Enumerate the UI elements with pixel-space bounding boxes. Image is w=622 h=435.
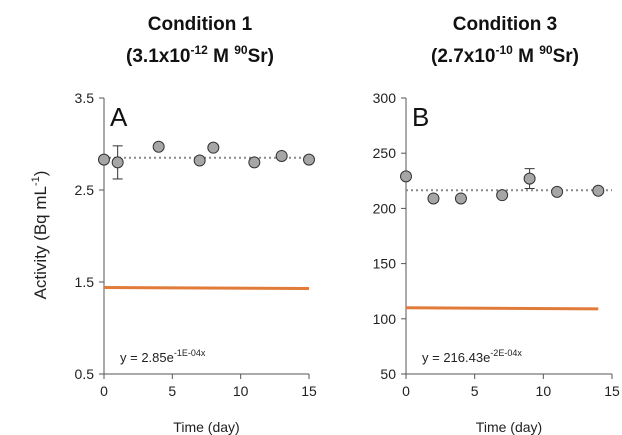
panel-b-data-point <box>592 184 605 197</box>
panel-b-y-tick-label: 50 <box>380 366 396 382</box>
panel-b-data-point <box>427 192 440 205</box>
panel-b-x-tick-label: 5 <box>471 383 479 399</box>
panel-b-data-point <box>400 170 412 183</box>
panel-b-title-line2: (2.7x10-10 M 90Sr) <box>431 43 579 67</box>
panel-b-x-tick-label: 0 <box>402 383 410 399</box>
panel-a-x-tick-label: 5 <box>168 383 176 399</box>
panel-a-y-tick-label: 1.5 <box>75 274 95 290</box>
panel-b-y-tick-label: 100 <box>373 311 397 327</box>
panel-b-data-point <box>551 185 564 198</box>
panel-a-y-tick-label: 2.5 <box>75 182 95 198</box>
panel-b-y-tick-label: 150 <box>373 256 397 272</box>
panel-a-data-point <box>98 153 110 166</box>
panel-b-y-tick-label: 200 <box>373 200 397 216</box>
panel-a-reference-line <box>103 286 310 290</box>
panel-b-title-line1: Condition 3 <box>453 14 557 35</box>
panel-a-title-line2: (3.1x10-12 M 90Sr) <box>126 43 274 67</box>
panel-a-y-tick-label: 0.5 <box>75 366 95 382</box>
panel-a: 0.5 1.5 2.5 3.5 0 5 10 15 Time (day) Ay = 2.85e-1… <box>75 90 317 435</box>
panel-a-data-point <box>152 140 165 153</box>
panel-b-reference-line <box>405 306 599 311</box>
panel-b-data-point <box>496 189 509 202</box>
panel-b: 50 100 150 200 250 300 0 5 10 15 Time (day) By = 21… <box>373 90 620 435</box>
panel-a-x-tick-label: 10 <box>233 383 249 399</box>
panel-b-x-tick-label: 10 <box>536 383 552 399</box>
panel-a-data-point <box>248 156 261 169</box>
panel-a-title-line1: Condition 1 <box>148 14 253 35</box>
panel-b-y-tick-label: 250 <box>373 145 397 161</box>
panel-b-data-point <box>523 172 536 185</box>
panel-b-equation: y = 216.43e-2E-04x <box>422 348 522 365</box>
panel-b-label: B <box>412 102 429 132</box>
panel-a-y-tick-label: 3.5 <box>75 90 95 106</box>
panel-b-x-tick-label: 15 <box>604 383 620 399</box>
panel-a-label: A <box>110 102 128 132</box>
panel-a-x-tick-label: 0 <box>100 383 108 399</box>
panel-a-data-point <box>303 153 315 166</box>
panel-a-x-tick-label: 15 <box>301 383 317 399</box>
panel-a-data-point <box>207 141 220 154</box>
y-axis-title: Activity (Bq mL-1) <box>30 171 50 300</box>
panel-a-data-point <box>193 154 206 167</box>
panel-a-x-axis-title: Time (day) <box>173 419 239 435</box>
panel-a-equation: y = 2.85e-1E-04x <box>120 348 206 365</box>
panel-b-x-axis-title: Time (day) <box>476 419 542 435</box>
panel-b-y-tick-label: 300 <box>373 90 397 106</box>
panel-a-data-point <box>111 156 124 169</box>
panel-a-data-point <box>275 149 288 162</box>
panel-b-data-point <box>454 192 467 205</box>
